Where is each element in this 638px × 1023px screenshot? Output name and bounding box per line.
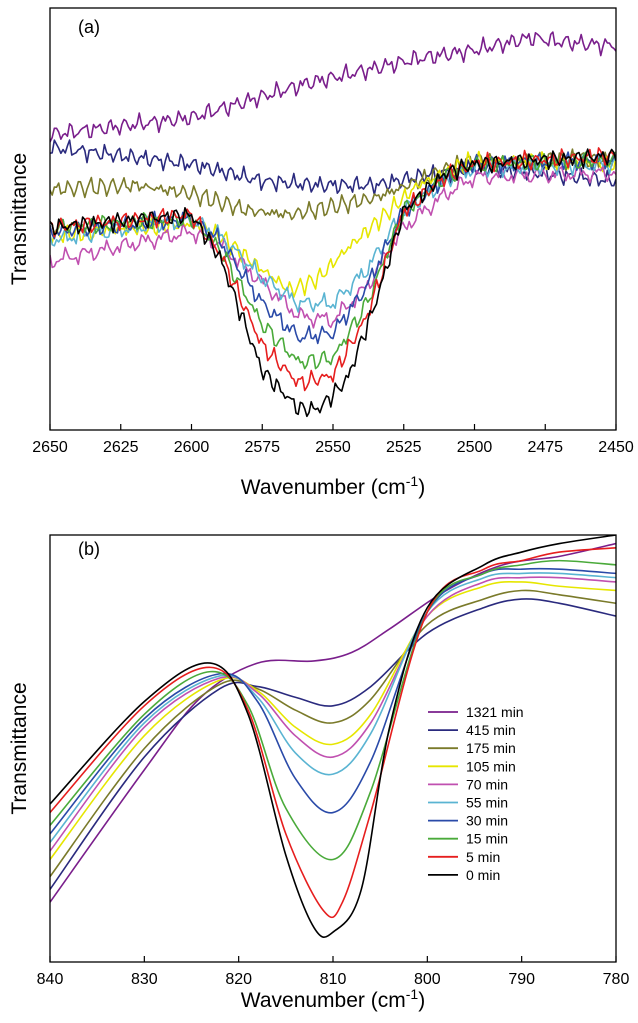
series-line-70-min	[50, 576, 616, 852]
legend: 1321 min 415 min 175 min 105 min 70 min 55 mi…	[428, 704, 524, 883]
series-line-55-min	[50, 572, 616, 843]
series-line-5-min	[50, 547, 616, 919]
panel-label: (a)	[78, 17, 100, 37]
x-axis-title: Wavenumber (cm-1)	[241, 986, 425, 1012]
x-tick-label: 840	[37, 971, 64, 988]
series-line-415-min	[50, 598, 616, 890]
legend-entry: 1321 min	[466, 704, 524, 720]
y-axis-title: Transmittance	[8, 153, 31, 285]
x-tick-label: 2650	[32, 439, 68, 456]
x-tick-label: 2475	[527, 439, 563, 456]
panel-label: (b)	[78, 539, 100, 559]
y-axis-title: Transmittance	[8, 682, 31, 814]
series-line-30-min	[50, 567, 616, 835]
series-line-1321-min	[50, 31, 616, 143]
x-axis-title: Wavenumber (cm-1)	[241, 473, 425, 499]
legend-entry: 0 min	[466, 867, 500, 883]
series-group	[50, 31, 616, 418]
x-tick-label: 820	[225, 971, 252, 988]
x-tick-label: 2550	[315, 439, 351, 456]
legend-entry: 415 min	[466, 722, 516, 738]
x-tick-label: 2625	[103, 439, 139, 456]
legend-entry: 105 min	[466, 758, 516, 774]
x-tick-label: 780	[603, 971, 630, 988]
series-line-15-min	[50, 151, 616, 370]
legend-entry: 30 min	[466, 813, 508, 829]
x-tick-label: 810	[320, 971, 347, 988]
legend-entry: 15 min	[466, 831, 508, 847]
series-line-0-min	[50, 535, 616, 938]
series-group	[50, 535, 616, 938]
legend-entry: 55 min	[466, 795, 508, 811]
legend-entry: 70 min	[466, 776, 508, 792]
panel-b: 840 830 820 810 800 790 780 Wavenumber (cm-1) Tr…	[8, 534, 630, 1012]
x-tick-label: 800	[414, 971, 441, 988]
x-tick-label: 2600	[174, 439, 210, 456]
series-line-0-min	[50, 148, 616, 418]
series-line-70-min	[50, 165, 616, 329]
panel-a: 2650 2625 2600 2575 2550 2525 2500 2475 2450 Wave…	[8, 7, 634, 499]
x-tick-label: 2500	[457, 439, 493, 456]
series-line-105-min	[50, 581, 616, 861]
x-tick-label: 2575	[244, 439, 280, 456]
series-line-15-min	[50, 559, 616, 861]
legend-entry: 5 min	[466, 849, 500, 865]
x-tick-label: 2525	[386, 439, 422, 456]
x-tick-label: 2450	[598, 439, 634, 456]
series-line-55-min	[50, 153, 616, 313]
series-line-1321-min	[50, 542, 616, 903]
x-tick-label: 790	[508, 971, 535, 988]
series-line-175-min	[50, 589, 616, 878]
x-tick-label: 830	[131, 971, 158, 988]
legend-entry: 175 min	[466, 740, 516, 756]
